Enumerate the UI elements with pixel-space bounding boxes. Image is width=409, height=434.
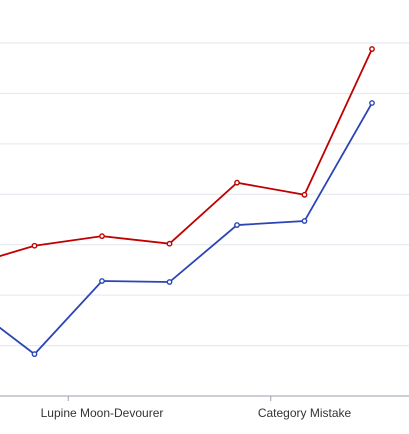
series-line — [0, 48, 373, 257]
point — [99, 233, 105, 240]
point — [166, 279, 173, 285]
point — [99, 278, 105, 284]
point — [301, 218, 308, 224]
point — [31, 242, 38, 249]
point — [31, 351, 38, 358]
point — [166, 240, 173, 247]
x-tick-label: Category Mistake — [258, 406, 352, 420]
x-tick-label: Lupine Moon-Devourer — [41, 406, 164, 420]
point — [301, 191, 308, 198]
point — [369, 46, 375, 52]
point — [369, 100, 375, 106]
point — [234, 222, 240, 228]
point — [234, 179, 240, 186]
